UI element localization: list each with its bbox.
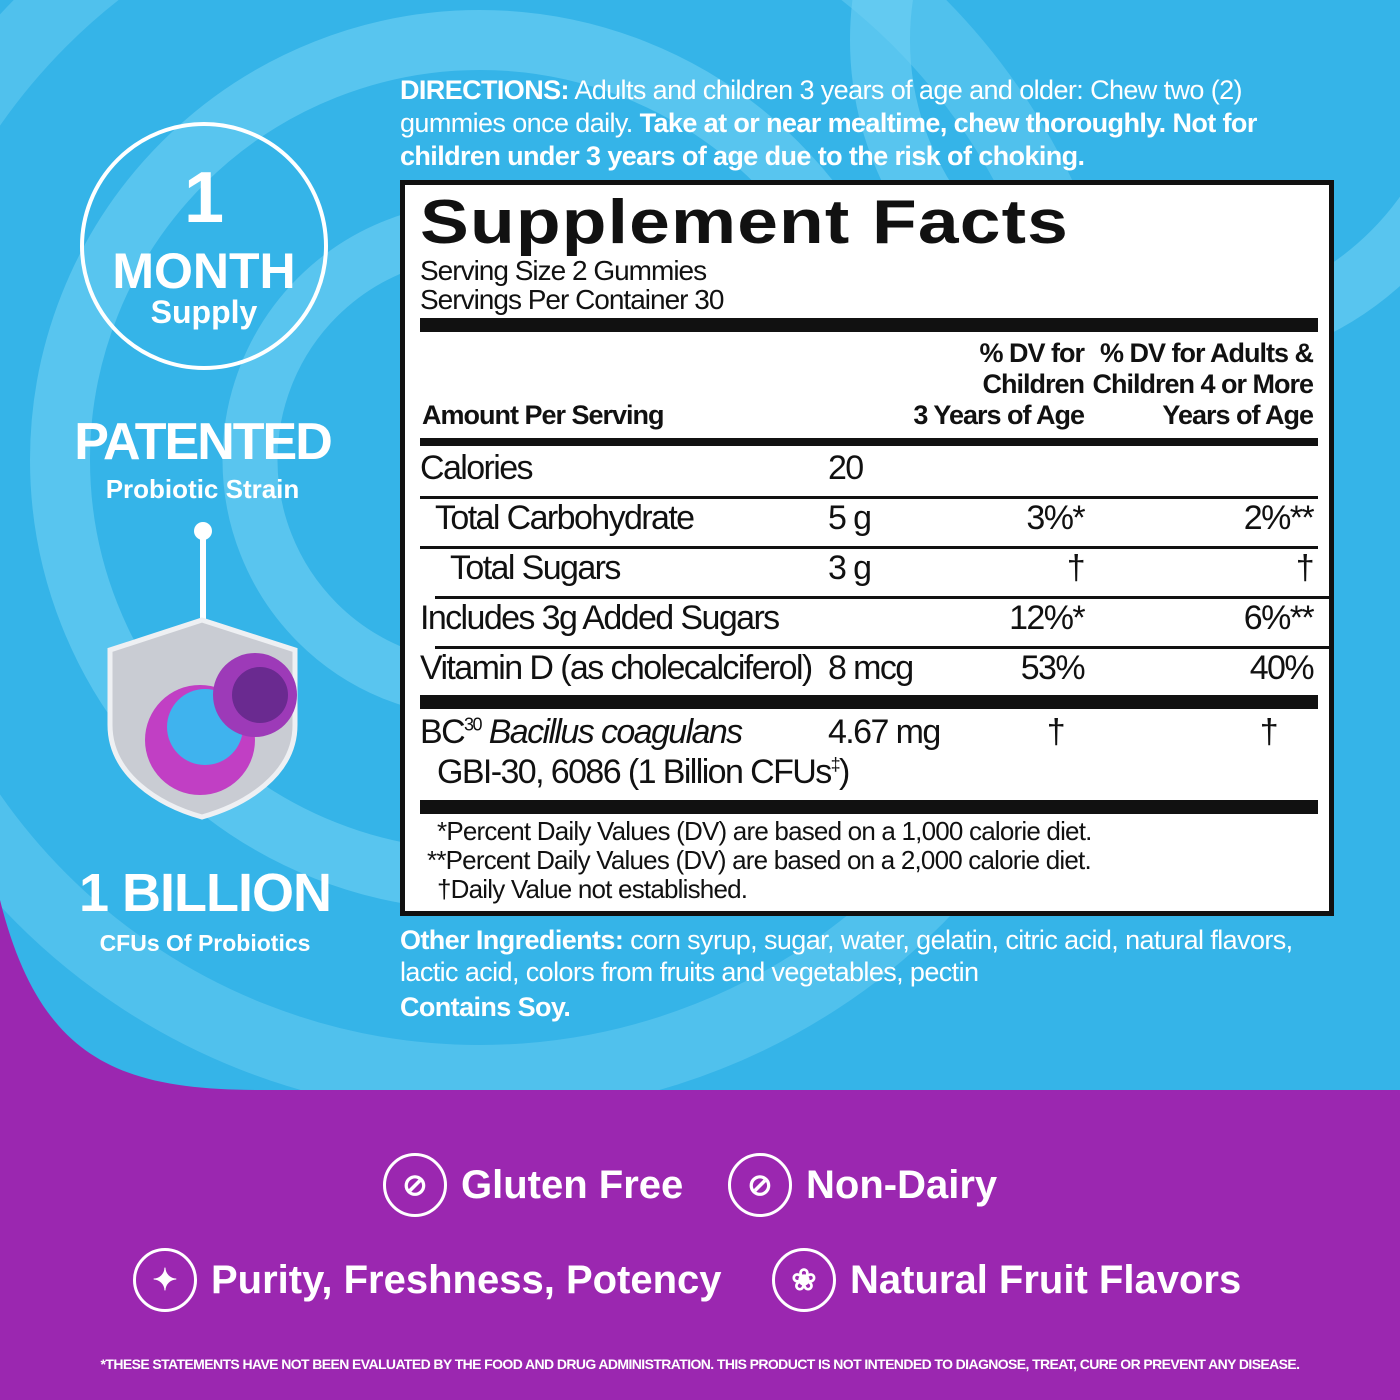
nutrient-dv-adult: 2%** [1243, 499, 1315, 537]
col-adults-header: % DV for Adults & Children 4 or More Yea… [1092, 338, 1314, 431]
nutrient-dv-child: † [1066, 549, 1086, 587]
col-children-line: Children [982, 369, 1085, 399]
wheat-crossed-icon: ⊘ [383, 1153, 447, 1217]
fruit-icon: ❀ [772, 1248, 836, 1312]
footnote: †Daily Value not established. [437, 874, 748, 904]
probiotic-amount: 4.67 mg [828, 713, 941, 751]
directions: DIRECTIONS: Adults and children 3 years … [400, 74, 1320, 173]
amount-header: Amount Per Serving [422, 400, 665, 430]
ingredients-label: Other Ingredients: [400, 925, 624, 955]
footnote: *Percent Daily Values (DV) are based on … [437, 816, 1092, 846]
other-ingredients: Other Ingredients: corn syrup, sugar, wa… [400, 924, 1330, 1023]
footnotes: *Percent Daily Values (DV) are based on … [427, 817, 1092, 904]
connector-dot [194, 522, 212, 540]
col-adults-line: % DV for Adults & [1099, 338, 1314, 368]
divider-thick [420, 695, 1318, 709]
facts-title: Supplement Facts [420, 188, 1069, 257]
milk-bottle-crossed-icon: ⊘ [728, 1153, 792, 1217]
nutrient-amount: 8 mcg [828, 649, 914, 687]
probiotic-shield-icon [107, 617, 298, 820]
nutrient-dv-child: 12%* [1009, 599, 1085, 637]
serving-size: Serving Size 2 Gummies [420, 255, 707, 286]
footnote: **Percent Daily Values (DV) are based on… [427, 845, 1092, 875]
nutrient-dv-adult: † [1295, 549, 1315, 587]
badge-label: Gluten Free [461, 1162, 684, 1207]
probiotic-strain-sup: ‡ [830, 754, 841, 775]
allergen-statement: Contains Soy. [400, 992, 571, 1022]
nutrient-amount: 20 [828, 449, 864, 487]
badge-purity: ✦ Purity, Freshness, Potency [133, 1248, 722, 1312]
col-children-header: % DV for Children 3 Years of Age [913, 338, 1085, 431]
badge-non-dairy: ⊘ Non-Dairy [728, 1153, 997, 1217]
probiotic-name: BC30 Bacillus coagulans [420, 713, 743, 752]
row-divider [435, 646, 1333, 649]
badge-gluten-free: ⊘ Gluten Free [383, 1153, 683, 1217]
supplement-facts-panel: Supplement Facts Serving Size 2 Gummies … [400, 180, 1334, 916]
directions-label: DIRECTIONS: [400, 75, 570, 105]
badge-label: Non-Dairy [806, 1162, 998, 1207]
servings-per-container: Servings Per Container 30 [420, 284, 724, 315]
divider-thick [420, 800, 1318, 814]
probiotic-dv-child: † [1046, 713, 1066, 751]
nutrient-name: Calories [420, 449, 534, 487]
fda-disclaimer: *THESE STATEMENTS HAVE NOT BEEN EVALUATE… [100, 1356, 1301, 1372]
strain-label: Probiotic Strain [105, 474, 300, 504]
connector-line [200, 535, 206, 625]
patented-label: PATENTED [74, 413, 333, 471]
nutrient-amount: 5 g [828, 499, 872, 537]
col-adults-line: Children 4 or More [1092, 369, 1314, 399]
badge-fruit-flavors: ❀ Natural Fruit Flavors [772, 1248, 1241, 1312]
billion-label: 1 BILLION [78, 863, 332, 923]
row-divider [435, 596, 1333, 599]
probiotic-prefix: BC [420, 713, 466, 751]
nutrient-dv-child: 3%* [1026, 499, 1085, 537]
probiotic-sup: 30 [464, 714, 482, 735]
badge-label: Purity, Freshness, Potency [211, 1257, 722, 1302]
ingredients-text: corn syrup, sugar, water, gelatin, citri… [400, 925, 1293, 987]
probiotic-strain-text: GBI-30, 6086 (1 Billion CFUs [437, 753, 832, 791]
col-children-line: % DV for [979, 338, 1085, 368]
col-adults-line: Years of Age [1162, 400, 1314, 430]
nutrient-dv-child: 53% [1020, 649, 1086, 687]
divider-thick [420, 318, 1318, 332]
probiotic-strain-end: ) [839, 753, 850, 791]
probiotic-dv-adult: † [1259, 713, 1279, 751]
nutrient-name: Total Carbohydrate [435, 499, 695, 537]
directions-warning: Take at or near mealtime, chew thoroughl… [400, 108, 1257, 171]
directions-text: Adults and children 3 years of age and o… [400, 75, 1243, 138]
row-divider [420, 546, 1318, 549]
nutrient-name: Total Sugars [450, 549, 621, 587]
nutrient-name: Vitamin D (as cholecalciferol) [420, 649, 813, 687]
nutrient-amount: 3 g [828, 549, 872, 587]
supply-label: Supply [150, 294, 258, 330]
probiotic-strain: GBI-30, 6086 (1 Billion CFUs‡) [437, 753, 850, 792]
cfus-label: CFUs Of Probiotics [99, 930, 311, 956]
badge-label: Natural Fruit Flavors [850, 1257, 1242, 1302]
divider-medium [420, 438, 1318, 446]
col-children-line: 3 Years of Age [913, 400, 1085, 430]
month-number: 1 [183, 158, 225, 238]
month-label: MONTH [112, 243, 296, 299]
sparkle-icon: ✦ [133, 1248, 197, 1312]
nutrient-dv-adult: 40% [1249, 649, 1315, 687]
nutrient-dv-adult: 6%** [1243, 599, 1315, 637]
row-divider [420, 496, 1318, 499]
nutrient-name: Includes 3g Added Sugars [420, 599, 780, 637]
probiotic-species: Bacillus coagulans [488, 713, 743, 751]
month-supply-circle [80, 122, 328, 370]
